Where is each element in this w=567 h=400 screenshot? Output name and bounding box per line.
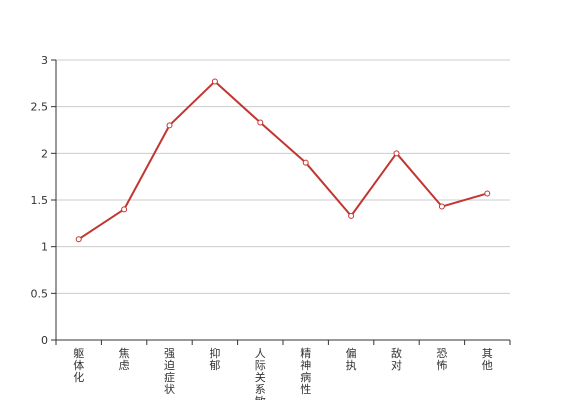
y-tick-label: 0.5 xyxy=(31,287,49,300)
data-point xyxy=(393,150,400,157)
x-tick-label: 强迫症状 xyxy=(164,347,175,396)
x-tick-label: 其他 xyxy=(482,347,493,372)
x-tick-label: 敌对 xyxy=(391,346,402,372)
series-line xyxy=(78,80,488,241)
data-point xyxy=(257,119,264,126)
data-point xyxy=(484,190,491,197)
data-point xyxy=(166,122,173,129)
y-tick-label: 1.5 xyxy=(31,194,49,207)
x-tick-label: 精神病性 xyxy=(300,347,311,396)
y-tick-label: 2.5 xyxy=(31,101,49,114)
y-axis: 0 0.5 1 1.5 2 2.5 3 xyxy=(31,54,57,347)
x-tick-label: 人际关系敏感 xyxy=(255,347,266,400)
data-point xyxy=(438,203,445,210)
data-point xyxy=(121,206,128,213)
data-point xyxy=(348,212,355,219)
data-point xyxy=(211,78,218,85)
y-tick-label: 1 xyxy=(41,241,48,254)
x-tick-label: 躯体化 xyxy=(73,347,84,384)
y-tick-label: 2 xyxy=(41,147,48,160)
data-point xyxy=(302,159,309,166)
data-point xyxy=(75,236,82,243)
x-tick-label: 偏执 xyxy=(346,346,357,372)
x-tick-label: 恐怖 xyxy=(436,347,447,372)
x-tick-label: 焦虑 xyxy=(119,347,130,372)
x-axis: 躯体化 焦虑 强迫症状 抑郁 人际关系敏感 精神病性 偏执 敌对 恐怖 其他 xyxy=(55,339,511,400)
grid-lines xyxy=(56,59,510,294)
series-layer xyxy=(75,78,491,243)
y-tick-label: 0 xyxy=(41,334,48,347)
y-tick-label: 3 xyxy=(41,54,48,67)
x-tick-label: 抑郁 xyxy=(209,346,220,372)
